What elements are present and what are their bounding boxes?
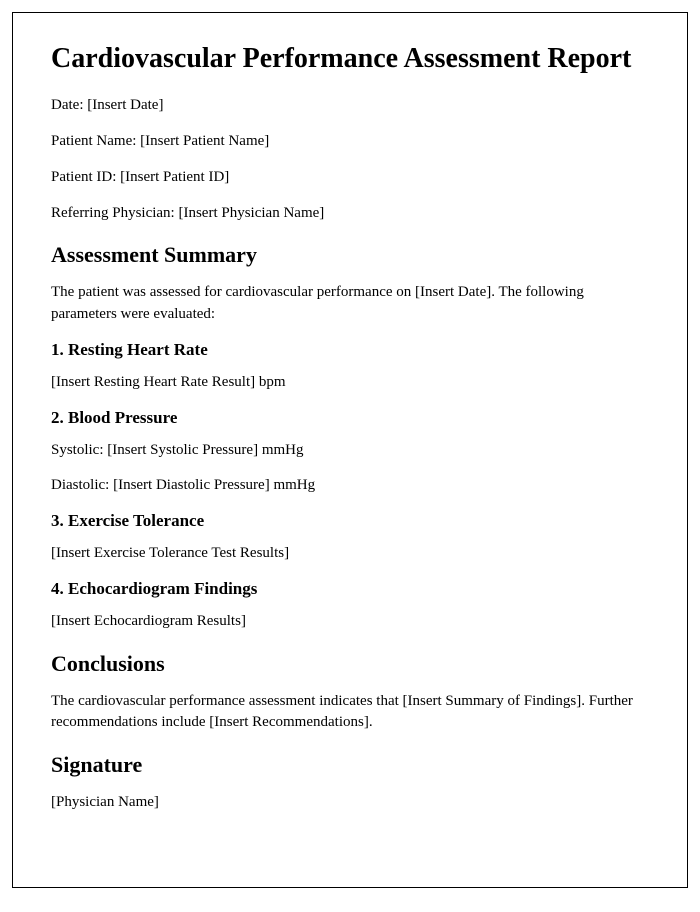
section-1-heading: 1. Resting Heart Rate: [51, 340, 649, 360]
section-2-heading: 2. Blood Pressure: [51, 408, 649, 428]
meta-patient-id-label: Patient ID:: [51, 169, 120, 185]
conclusions-body: The cardiovascular performance assessmen…: [51, 691, 649, 735]
signature-name: [Physician Name]: [51, 792, 649, 814]
signature-heading: Signature: [51, 752, 649, 778]
section-3-body: [Insert Exercise Tolerance Test Results]: [51, 543, 649, 565]
assessment-summary-intro: The patient was assessed for cardiovascu…: [51, 282, 649, 326]
meta-patient-name: Patient Name: [Insert Patient Name]: [51, 131, 649, 153]
meta-date-value: [Insert Date]: [87, 97, 163, 113]
meta-date: Date: [Insert Date]: [51, 95, 649, 117]
meta-physician: Referring Physician: [Insert Physician N…: [51, 203, 649, 225]
section-4-heading: 4. Echocardiogram Findings: [51, 579, 649, 599]
meta-patient-name-label: Patient Name:: [51, 133, 140, 149]
section-2-diastolic: Diastolic: [Insert Diastolic Pressure] m…: [51, 475, 649, 497]
meta-date-label: Date:: [51, 97, 87, 113]
meta-patient-id: Patient ID: [Insert Patient ID]: [51, 167, 649, 189]
section-4-body: [Insert Echocardiogram Results]: [51, 611, 649, 633]
assessment-summary-heading: Assessment Summary: [51, 242, 649, 268]
meta-physician-value: [Insert Physician Name]: [178, 205, 324, 221]
section-3-heading: 3. Exercise Tolerance: [51, 511, 649, 531]
conclusions-heading: Conclusions: [51, 651, 649, 677]
report-title: Cardiovascular Performance Assessment Re…: [51, 41, 649, 77]
meta-patient-name-value: [Insert Patient Name]: [140, 133, 269, 149]
meta-patient-id-value: [Insert Patient ID]: [120, 169, 229, 185]
section-2-systolic: Systolic: [Insert Systolic Pressure] mmH…: [51, 440, 649, 462]
document-page: Cardiovascular Performance Assessment Re…: [12, 12, 688, 888]
section-1-body: [Insert Resting Heart Rate Result] bpm: [51, 372, 649, 394]
meta-physician-label: Referring Physician:: [51, 205, 178, 221]
